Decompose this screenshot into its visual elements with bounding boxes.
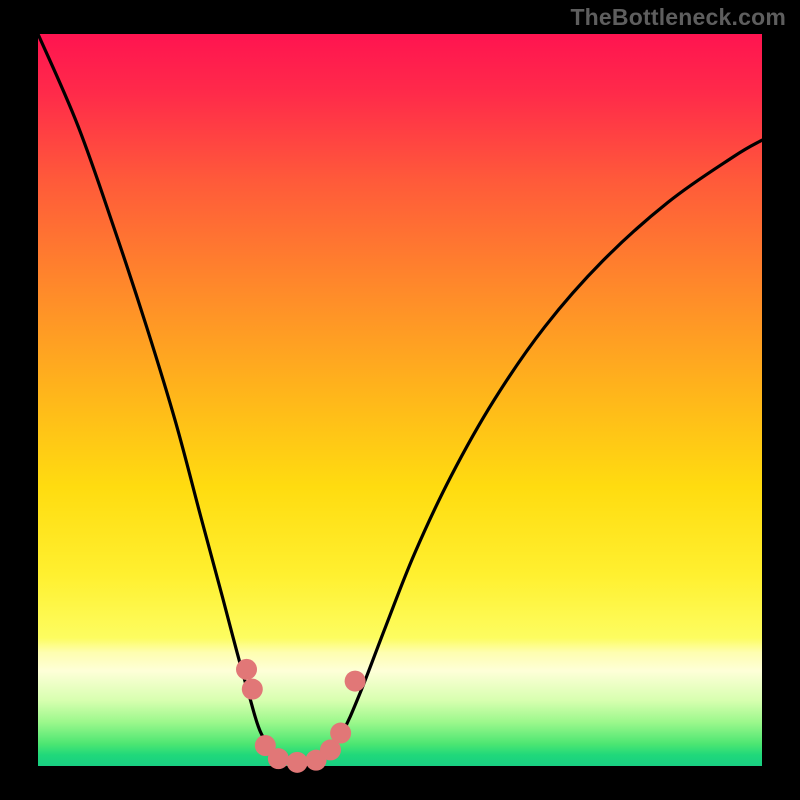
bottleneck-curve (38, 34, 762, 765)
curve-marker (268, 748, 289, 769)
curve-layer (38, 34, 762, 766)
curve-marker (236, 659, 257, 680)
watermark-text: TheBottleneck.com (570, 4, 786, 31)
curve-marker (287, 752, 308, 773)
curve-marker (345, 671, 366, 692)
curve-marker (330, 723, 351, 744)
chart-stage: TheBottleneck.com (0, 0, 800, 800)
plot-frame (38, 34, 762, 766)
curve-marker (242, 679, 263, 700)
